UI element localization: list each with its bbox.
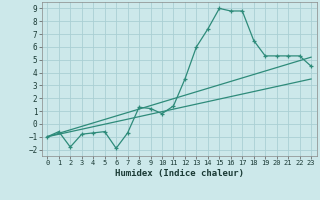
X-axis label: Humidex (Indice chaleur): Humidex (Indice chaleur) [115, 169, 244, 178]
